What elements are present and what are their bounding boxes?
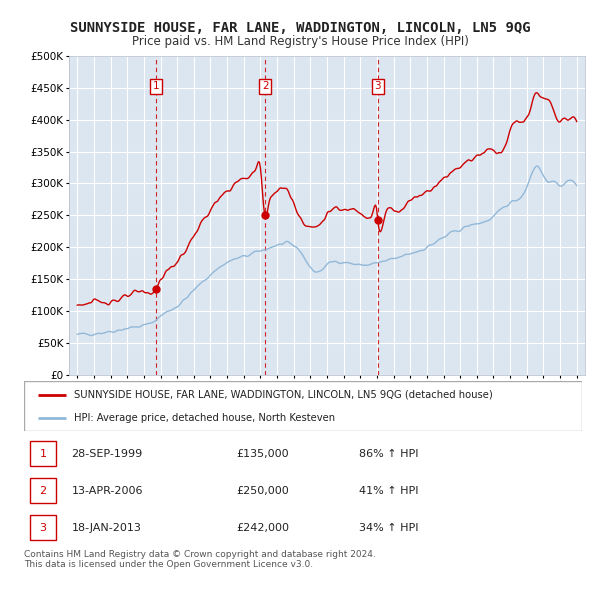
Text: 13-APR-2006: 13-APR-2006 [71,486,143,496]
Text: Price paid vs. HM Land Registry's House Price Index (HPI): Price paid vs. HM Land Registry's House … [131,35,469,48]
Text: HPI: Average price, detached house, North Kesteven: HPI: Average price, detached house, Nort… [74,413,335,423]
Bar [29,516,56,540]
Text: 1: 1 [153,81,160,91]
Text: Contains HM Land Registry data © Crown copyright and database right 2024.
This d: Contains HM Land Registry data © Crown c… [24,550,376,569]
Text: 18-JAN-2013: 18-JAN-2013 [71,523,142,533]
Text: 1: 1 [40,449,46,459]
Text: 2: 2 [262,81,268,91]
Text: 28-SEP-1999: 28-SEP-1999 [71,449,143,459]
Text: £250,000: £250,000 [236,486,289,496]
Text: 3: 3 [40,523,46,533]
Text: 3: 3 [374,81,381,91]
Text: 41% ↑ HPI: 41% ↑ HPI [359,486,418,496]
Text: SUNNYSIDE HOUSE, FAR LANE, WADDINGTON, LINCOLN, LN5 9QG: SUNNYSIDE HOUSE, FAR LANE, WADDINGTON, L… [70,21,530,35]
Text: SUNNYSIDE HOUSE, FAR LANE, WADDINGTON, LINCOLN, LN5 9QG (detached house): SUNNYSIDE HOUSE, FAR LANE, WADDINGTON, L… [74,389,493,399]
Text: 2: 2 [40,486,47,496]
Text: £135,000: £135,000 [236,449,289,459]
Bar [29,441,56,466]
Text: £242,000: £242,000 [236,523,289,533]
Text: 86% ↑ HPI: 86% ↑ HPI [359,449,418,459]
Bar [29,478,56,503]
Text: 34% ↑ HPI: 34% ↑ HPI [359,523,418,533]
